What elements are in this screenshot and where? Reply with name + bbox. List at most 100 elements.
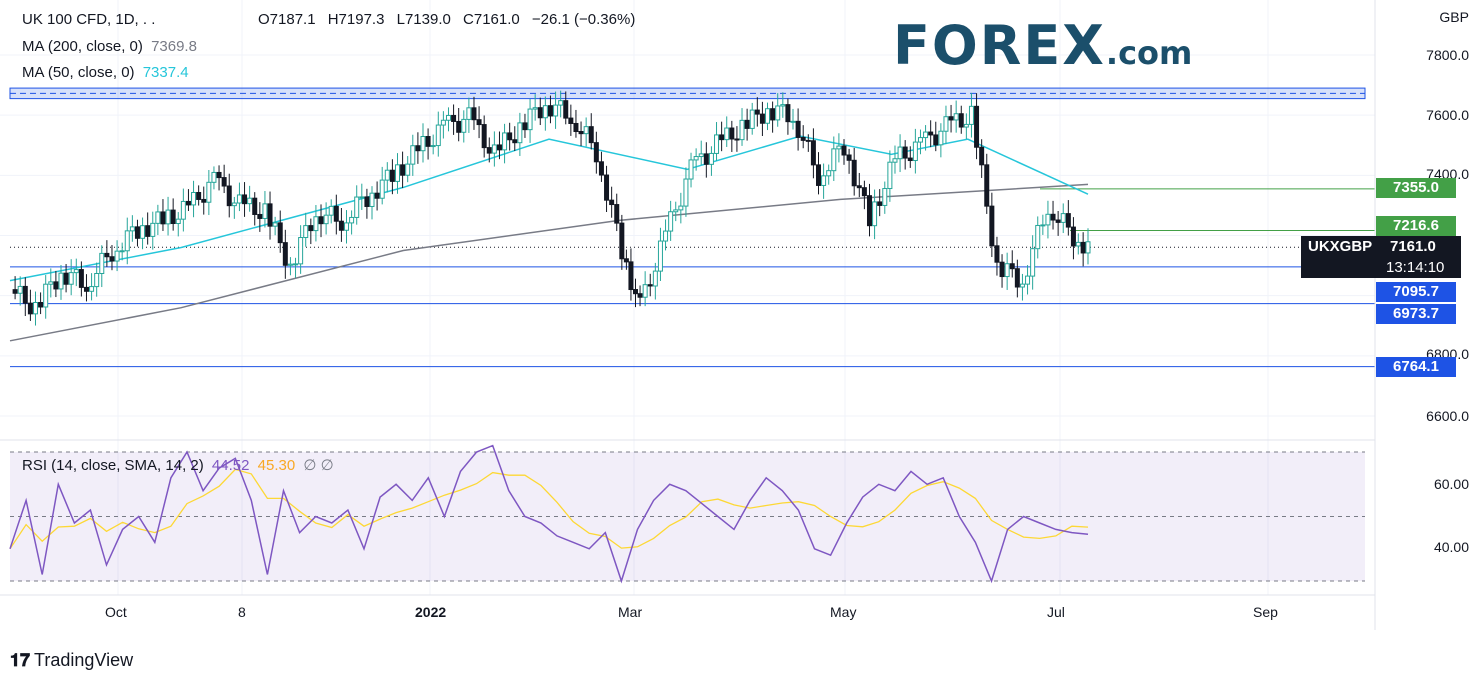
- candle-body: [242, 194, 248, 205]
- candle-body: [912, 141, 918, 162]
- candle-body: [614, 204, 620, 224]
- candle-body: [816, 164, 821, 186]
- candle-body: [739, 119, 745, 141]
- candle-body: [588, 126, 594, 144]
- candle-body: [89, 286, 95, 292]
- candle-body: [578, 131, 584, 135]
- candle-body: [943, 116, 949, 132]
- candle-body: [410, 145, 416, 165]
- candle-body: [775, 105, 781, 121]
- candle-body: [1025, 275, 1031, 285]
- candle-body: [861, 187, 867, 197]
- tradingview-label: TradingView: [34, 650, 134, 670]
- candle-body: [17, 285, 23, 294]
- candle-body: [359, 196, 365, 199]
- candle-body: [328, 205, 334, 216]
- candle-body: [989, 205, 995, 247]
- horizontal-levels: [9, 87, 1375, 368]
- level-tag: 7355.0: [1376, 178, 1456, 198]
- candle-body: [856, 185, 862, 189]
- candle-body: [180, 200, 186, 220]
- candle-body: [583, 126, 589, 135]
- candle-body: [308, 225, 314, 232]
- chart-background: [0, 0, 1375, 630]
- candle-body: [623, 258, 629, 263]
- candle-body: [170, 209, 176, 225]
- candle-body: [527, 108, 533, 131]
- candle-body: [1060, 213, 1066, 223]
- candle-body: [68, 272, 74, 285]
- candle-body: [129, 226, 135, 232]
- candle-body: [984, 164, 990, 207]
- candle-body: [866, 195, 872, 227]
- x-axis-label: 8: [238, 604, 246, 620]
- legend-open: O7187.1: [258, 11, 316, 28]
- legend-symbol[interactable]: UK 100 CFD, 1D, . .: [22, 11, 156, 28]
- candle-body: [38, 301, 44, 308]
- candle-body: [522, 122, 528, 131]
- candle-body: [58, 272, 64, 290]
- tradingview-logo[interactable]: 𝟏𝟕 TradingView: [10, 650, 133, 671]
- candle-body: [400, 164, 406, 176]
- candle-body: [216, 171, 222, 179]
- ma200-value: 7369.8: [151, 38, 197, 55]
- x-axis-label: Jul: [1047, 604, 1065, 620]
- candle-body: [958, 113, 964, 128]
- candle-body: [953, 113, 959, 121]
- candle-body: [734, 138, 740, 141]
- ma50-label: MA (50, close, 0): [22, 64, 135, 81]
- candle-body: [99, 252, 105, 274]
- candle-body: [379, 179, 385, 199]
- candle-body: [668, 211, 674, 232]
- rsi-panel: [10, 451, 1365, 582]
- candle-body: [1004, 263, 1010, 278]
- candle-body: [333, 205, 339, 222]
- logo-suffix: .com: [1105, 34, 1193, 72]
- candle-body: [512, 139, 518, 144]
- ma200-path: [9, 183, 1089, 342]
- candle-body: [628, 261, 634, 291]
- candle-body: [1014, 268, 1020, 288]
- legend-change: −26.1 (−0.36%): [531, 11, 636, 28]
- candle-body: [109, 256, 115, 262]
- candle-body: [445, 114, 451, 121]
- candle-body: [481, 124, 487, 149]
- candle-body: [568, 117, 574, 124]
- candle-body: [532, 107, 538, 110]
- candle-body: [637, 293, 643, 298]
- candle-body: [785, 104, 791, 123]
- legend-ma50[interactable]: MA (50, close, 0) 7337.4: [22, 64, 193, 81]
- candle-body: [466, 107, 472, 120]
- candle-body: [542, 105, 548, 119]
- candle-body: [800, 136, 806, 141]
- candle-body: [831, 148, 837, 172]
- candle-body: [851, 159, 857, 187]
- candle-body: [657, 240, 663, 272]
- candle-body: [349, 216, 355, 224]
- currency-label: GBP: [1439, 9, 1469, 25]
- candle-body: [846, 154, 852, 161]
- legend-low: L7139.0: [396, 11, 451, 28]
- candle-body: [175, 218, 181, 225]
- x-axis-label: Oct: [105, 604, 127, 620]
- candle-body: [313, 216, 319, 232]
- candle-body: [12, 289, 18, 294]
- candle-body: [724, 127, 730, 141]
- last-symbol: UKXGBP: [1308, 238, 1373, 255]
- candle-body: [1019, 283, 1025, 288]
- candle-body: [104, 252, 110, 258]
- legend-ma200[interactable]: MA (200, close, 0) 7369.8: [22, 38, 201, 55]
- candle-body: [507, 132, 513, 141]
- candle-body: [765, 108, 771, 124]
- candle-body: [201, 198, 207, 203]
- candle-body: [1055, 219, 1061, 223]
- candle-body: [604, 174, 610, 201]
- legend-rsi[interactable]: RSI (14, close, SMA, 14, 2) 44.52 45.30 …: [22, 456, 338, 474]
- level-tag: 7095.7: [1376, 282, 1456, 302]
- candle-body: [191, 191, 197, 206]
- candle-body: [364, 196, 370, 207]
- candle-body: [440, 119, 446, 126]
- candle-body: [573, 122, 579, 133]
- candle-body: [231, 202, 237, 207]
